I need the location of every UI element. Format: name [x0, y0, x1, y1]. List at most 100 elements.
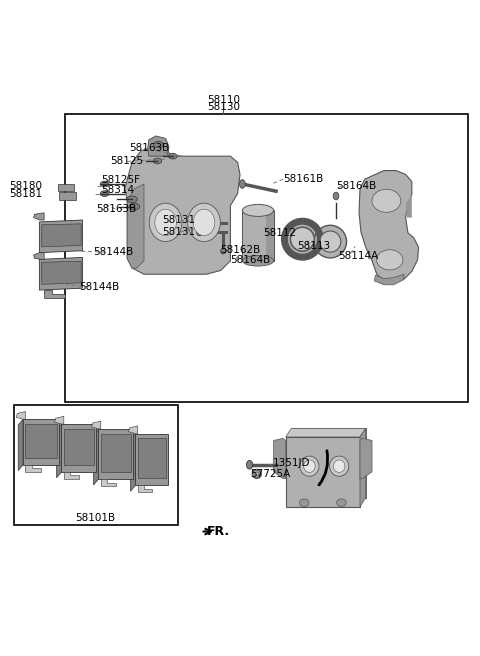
Ellipse shape — [333, 192, 339, 200]
Text: 58110: 58110 — [207, 96, 240, 106]
Polygon shape — [25, 424, 57, 458]
Text: 58180: 58180 — [10, 182, 43, 192]
Ellipse shape — [290, 227, 314, 251]
Polygon shape — [129, 426, 138, 434]
Ellipse shape — [155, 209, 177, 236]
Polygon shape — [359, 171, 419, 282]
Text: 58130: 58130 — [207, 102, 240, 112]
Text: 58131: 58131 — [162, 215, 195, 226]
Ellipse shape — [255, 472, 259, 476]
Ellipse shape — [290, 228, 314, 251]
Bar — [58, 184, 74, 191]
Text: 58164B: 58164B — [230, 255, 271, 265]
Ellipse shape — [100, 191, 109, 197]
Ellipse shape — [149, 203, 182, 241]
Bar — [59, 192, 76, 200]
Ellipse shape — [127, 196, 137, 203]
Text: 58314: 58314 — [101, 185, 134, 195]
Text: 58101B: 58101B — [75, 512, 115, 523]
Ellipse shape — [168, 154, 177, 159]
Polygon shape — [406, 195, 412, 218]
Polygon shape — [61, 424, 96, 472]
Polygon shape — [291, 428, 366, 498]
Ellipse shape — [252, 470, 261, 478]
Polygon shape — [25, 465, 41, 472]
Ellipse shape — [336, 499, 346, 506]
FancyArrowPatch shape — [319, 451, 328, 485]
Bar — [65, 114, 468, 402]
Polygon shape — [274, 438, 286, 479]
Polygon shape — [92, 421, 101, 429]
Bar — [14, 405, 178, 525]
Polygon shape — [94, 429, 98, 485]
Text: 58112: 58112 — [263, 228, 296, 238]
Text: 58125F: 58125F — [101, 175, 140, 185]
Ellipse shape — [334, 460, 345, 472]
Polygon shape — [286, 428, 366, 437]
Ellipse shape — [197, 220, 202, 227]
Text: 58181: 58181 — [10, 189, 43, 199]
Polygon shape — [34, 213, 44, 220]
Ellipse shape — [304, 460, 315, 472]
Ellipse shape — [300, 499, 309, 506]
Ellipse shape — [242, 256, 274, 266]
Polygon shape — [101, 434, 131, 472]
Polygon shape — [98, 429, 133, 479]
Ellipse shape — [377, 250, 403, 270]
Polygon shape — [148, 136, 169, 156]
Text: 58144B: 58144B — [79, 281, 120, 292]
Text: 58144B: 58144B — [94, 247, 134, 257]
Polygon shape — [101, 479, 116, 486]
Polygon shape — [360, 428, 366, 506]
Ellipse shape — [100, 181, 109, 187]
Polygon shape — [374, 274, 404, 285]
Polygon shape — [64, 472, 79, 479]
Text: FR.: FR. — [207, 525, 230, 538]
Ellipse shape — [242, 205, 274, 216]
Text: 58164B: 58164B — [336, 182, 376, 192]
Polygon shape — [135, 434, 168, 485]
Polygon shape — [55, 417, 64, 424]
Polygon shape — [42, 224, 81, 247]
Ellipse shape — [314, 225, 347, 258]
Bar — [286, 437, 360, 506]
Polygon shape — [131, 434, 135, 491]
Polygon shape — [23, 419, 59, 465]
Polygon shape — [39, 220, 83, 253]
Ellipse shape — [221, 249, 226, 254]
Text: 58114A: 58114A — [338, 251, 379, 261]
Polygon shape — [18, 419, 23, 470]
Text: 58131: 58131 — [162, 227, 195, 237]
Polygon shape — [42, 261, 81, 284]
Text: 58113: 58113 — [298, 241, 331, 251]
Polygon shape — [138, 485, 152, 492]
Ellipse shape — [153, 158, 162, 164]
Ellipse shape — [320, 231, 341, 252]
Polygon shape — [64, 429, 94, 465]
Text: 1351JD: 1351JD — [273, 459, 310, 468]
Text: 57725A: 57725A — [251, 469, 291, 479]
Polygon shape — [44, 290, 65, 298]
Text: 58161B: 58161B — [283, 174, 324, 184]
Text: 58125: 58125 — [110, 156, 144, 167]
Text: 58163B: 58163B — [130, 144, 170, 154]
Ellipse shape — [300, 456, 319, 476]
Ellipse shape — [193, 209, 215, 236]
Polygon shape — [127, 184, 144, 268]
Text: 58162B: 58162B — [220, 245, 260, 255]
Polygon shape — [57, 424, 61, 478]
Polygon shape — [266, 211, 274, 261]
Ellipse shape — [129, 203, 140, 210]
Polygon shape — [125, 148, 240, 274]
Ellipse shape — [188, 203, 220, 241]
Polygon shape — [16, 411, 25, 419]
Ellipse shape — [247, 461, 253, 469]
Ellipse shape — [240, 180, 245, 188]
Ellipse shape — [154, 141, 163, 148]
Text: 58163B: 58163B — [96, 204, 136, 214]
Polygon shape — [138, 438, 166, 478]
Polygon shape — [39, 257, 83, 290]
Polygon shape — [34, 253, 44, 260]
Ellipse shape — [330, 456, 349, 476]
Ellipse shape — [284, 221, 321, 257]
